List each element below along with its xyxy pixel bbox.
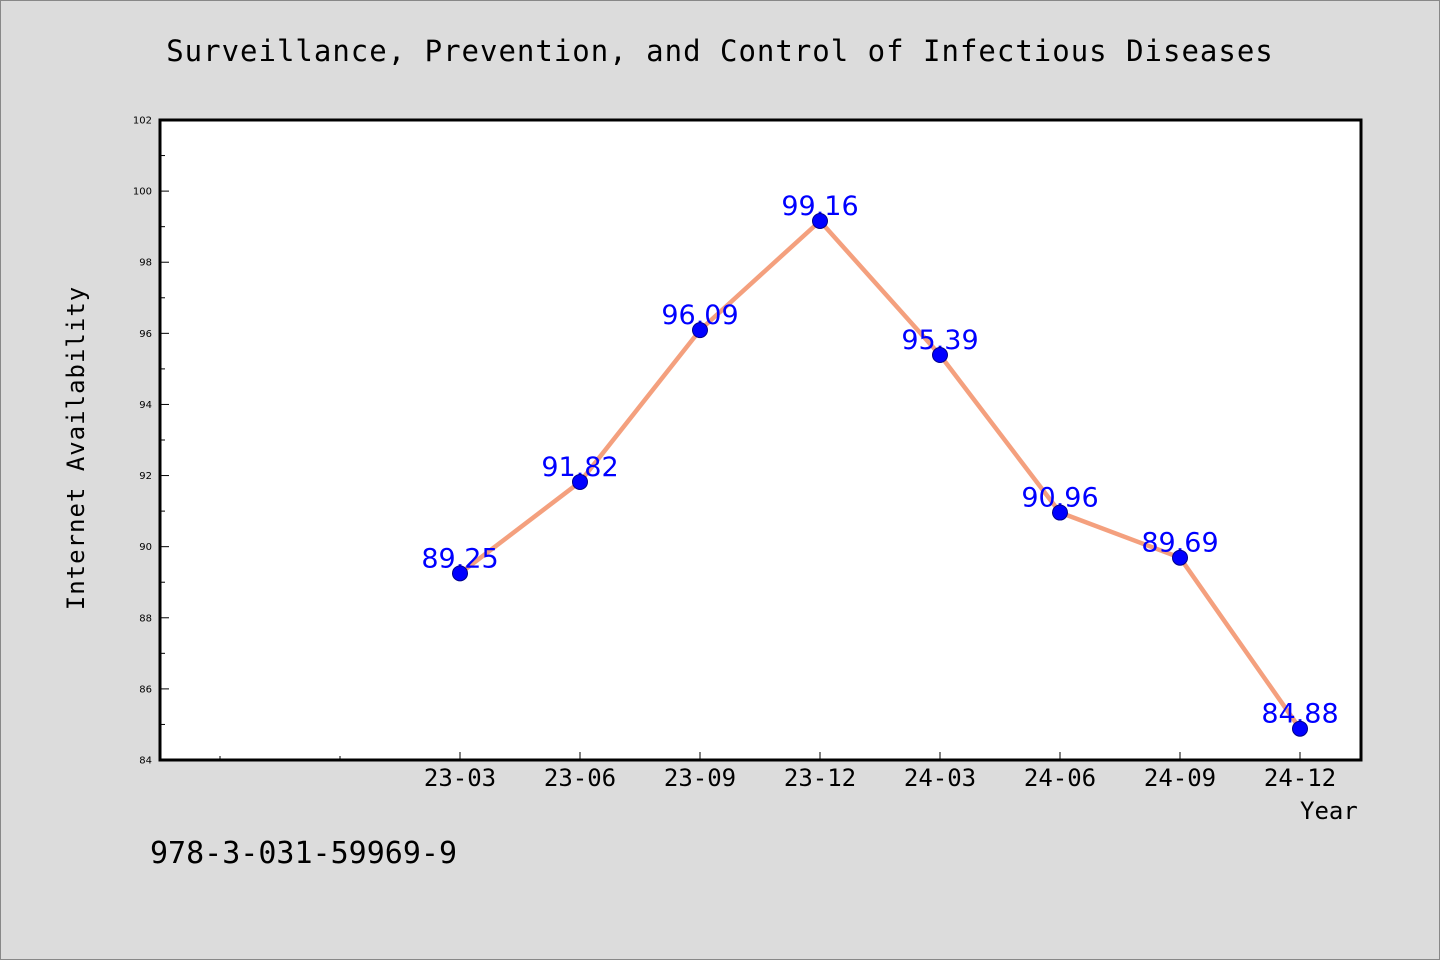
y-tick-label: 102 <box>133 116 152 127</box>
data-point-marker <box>1172 549 1188 566</box>
y-tick-label: 88 <box>139 613 152 624</box>
y-tick-label: 94 <box>139 400 152 411</box>
y-tick-label: 98 <box>139 258 152 269</box>
y-axis: 84 86 88 90 92 94 96 98 100 102 <box>133 116 169 767</box>
data-point-marker <box>1292 720 1308 737</box>
y-tick-label: 92 <box>139 471 152 482</box>
data-point-marker <box>812 212 828 229</box>
plot-area <box>158 118 1363 762</box>
x-axis-title: Year <box>1300 797 1358 825</box>
y-tick-label: 90 <box>139 542 152 553</box>
data-point-marker <box>572 473 588 490</box>
data-point-marker <box>1052 504 1068 521</box>
x-tick-label: 24-06 <box>1024 764 1096 792</box>
y-tick-label: 100 <box>133 187 152 198</box>
x-tick-label: 24-03 <box>904 764 976 792</box>
chart-title: Surveillance, Prevention, and Control of… <box>166 34 1274 68</box>
y-tick-label: 84 <box>139 756 152 767</box>
x-tick-label: 23-06 <box>544 764 616 792</box>
x-tick-label: 23-09 <box>664 764 736 792</box>
x-axis: 23-03 23-06 23-09 23-12 24-03 24-06 24-09 24-12 <box>219 752 1336 792</box>
series-line <box>457 218 1303 731</box>
footer-note: 978-3-031-59969-9 <box>150 836 458 871</box>
data-point-marker <box>452 565 468 582</box>
data-point-marker <box>692 322 708 339</box>
y-axis-title: Internet Availability <box>62 285 90 611</box>
x-tick-label: 23-12 <box>784 764 856 792</box>
x-tick-label: 24-09 <box>1144 764 1216 792</box>
data-point-marker <box>932 347 948 364</box>
y-tick-label: 96 <box>139 329 152 340</box>
y-tick-label: 86 <box>139 684 152 695</box>
x-tick-label: 23-03 <box>424 764 496 792</box>
x-tick-label: 24-12 <box>1264 764 1336 792</box>
